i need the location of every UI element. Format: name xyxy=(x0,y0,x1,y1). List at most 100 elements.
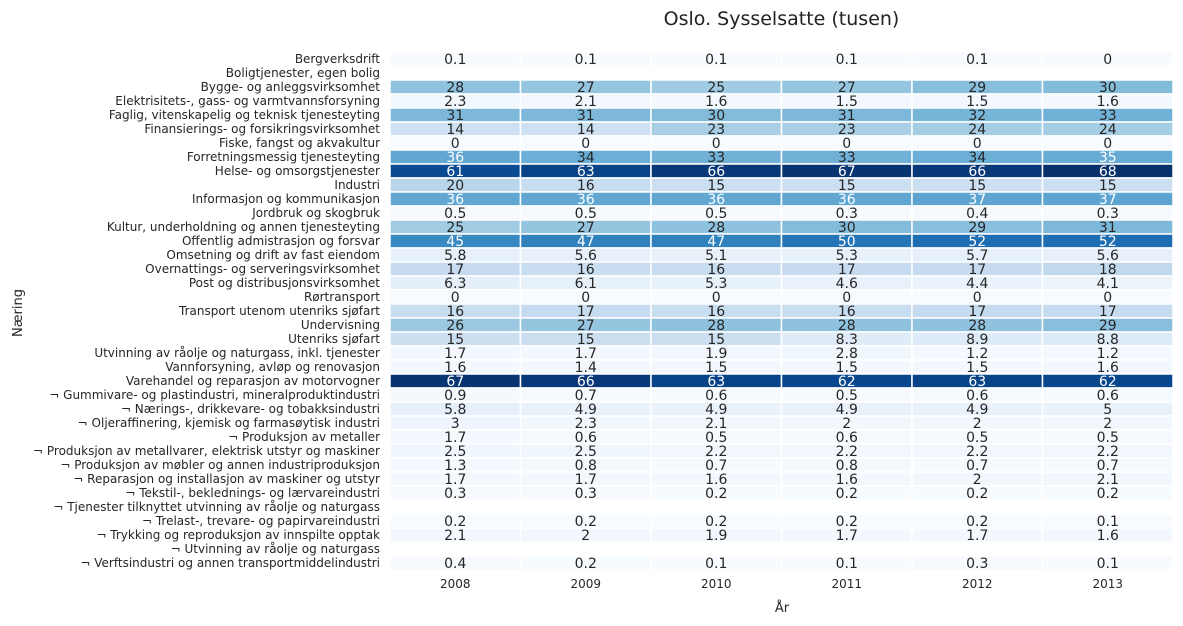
cell-value: 0.6 xyxy=(705,388,727,404)
row-label: Helse- og omsorgstjenester xyxy=(215,164,380,178)
cell-value: 1.7 xyxy=(966,528,988,544)
cell-value: 31 xyxy=(1099,220,1117,236)
row-label: ¬ Gummivare- og plastindustri, mineralpr… xyxy=(49,388,380,402)
cell-value: 0.6 xyxy=(575,430,597,446)
cell-value: 0.1 xyxy=(966,52,988,68)
cell-value: 0.3 xyxy=(966,556,988,572)
row-label: Undervisning xyxy=(301,318,380,332)
y-axis-label: Næring xyxy=(11,289,26,337)
heatmap-cells: 0.1 0.1 0.1 0.1 0.1 028 27 25 27 29 302.3 2.1 1.6 1.5… xyxy=(389,51,1174,572)
heatmap-cell xyxy=(1041,485,1174,501)
cell-value: 37 xyxy=(1099,192,1117,208)
row-label: ¬ Utvinning av råolje og naturgass xyxy=(171,542,380,556)
cell-value: 30 xyxy=(1099,80,1117,96)
cell-value: 34 xyxy=(577,150,595,166)
cell-value: 0.7 xyxy=(966,458,988,474)
row-label: Bergverksdrift xyxy=(295,52,380,66)
cell-value: 0.4 xyxy=(444,556,466,572)
cell-value: 18 xyxy=(1099,262,1117,278)
row-label: Elektrisitets-, gass- og varmtvannsforsy… xyxy=(115,94,380,108)
cell-value: 17 xyxy=(968,304,986,320)
row-label: Boligtjenester, egen bolig xyxy=(226,66,380,80)
row-label: ¬ Trykking og reproduksjon av innspilte … xyxy=(96,528,380,542)
cell-value: 1.7 xyxy=(575,472,597,488)
cell-value: 4.9 xyxy=(836,402,858,418)
cell-value: 5.6 xyxy=(1097,248,1119,264)
cell-value: 0.6 xyxy=(836,430,858,446)
cell-value: 5.3 xyxy=(836,248,858,264)
row-label: ¬ Verftsindustri og annen transportmidde… xyxy=(80,556,380,570)
row-label: Utenriks sjøfart xyxy=(288,332,380,346)
heatmap-cell xyxy=(1041,555,1174,571)
cell-value: 28 xyxy=(446,80,464,96)
cell-value: 17 xyxy=(577,304,595,320)
cell-value: 4.9 xyxy=(705,402,727,418)
cell-value: 5.6 xyxy=(575,248,597,264)
cell-value: 16 xyxy=(707,262,725,278)
cell-value: 14 xyxy=(446,122,464,138)
cell-value: 0.3 xyxy=(575,486,597,502)
cell-value: 16 xyxy=(446,304,464,320)
cell-value: 2.2 xyxy=(705,444,727,460)
cell-value: 1.2 xyxy=(966,346,988,362)
cell-value: 15 xyxy=(707,332,725,348)
row-label: ¬ Reparasjon og installasjon av maskiner… xyxy=(73,472,380,486)
cell-value: 5.1 xyxy=(705,248,727,264)
cell-value: 2.8 xyxy=(836,346,858,362)
cell-value: 4.9 xyxy=(966,402,988,418)
cell-value: 0 xyxy=(712,136,721,152)
cell-value: 62 xyxy=(838,374,856,390)
cell-value: 0 xyxy=(451,290,460,306)
row-label: Fiske, fangst og akvakultur xyxy=(219,136,380,150)
cell-value: 1.5 xyxy=(836,94,858,110)
cell-value: 0 xyxy=(842,290,851,306)
cell-value: 0.4 xyxy=(966,206,988,222)
cell-value: 6.1 xyxy=(575,276,597,292)
cell-value: 27 xyxy=(577,80,595,96)
cell-value: 0.2 xyxy=(966,514,988,530)
cell-value: 28 xyxy=(838,318,856,334)
cell-value: 0.2 xyxy=(966,486,988,502)
cell-value: 2.1 xyxy=(1097,472,1119,488)
cell-value: 2.5 xyxy=(444,444,466,460)
cell-value: 30 xyxy=(838,220,856,236)
cell-value: 47 xyxy=(707,234,725,250)
cell-value: 33 xyxy=(838,150,856,166)
cell-value: 36 xyxy=(838,192,856,208)
cell-value: 16 xyxy=(577,262,595,278)
cell-value: 17 xyxy=(446,262,464,278)
row-label: Transport utenom utenriks sjøfart xyxy=(178,304,380,318)
row-label: Jordbruk og skogbruk xyxy=(251,206,380,220)
row-label: ¬ Oljeraffinering, kjemisk og farmasøyti… xyxy=(78,416,380,430)
row-label: ¬ Produksjon av metaller xyxy=(228,430,380,444)
row-label: Kultur, underholdning og annen tjenestey… xyxy=(107,220,380,234)
column-label: 2010 xyxy=(701,577,732,591)
cell-value: 52 xyxy=(1099,234,1117,250)
cell-value: 0.3 xyxy=(1097,206,1119,222)
cell-value: 61 xyxy=(446,164,464,180)
cell-value: 1.5 xyxy=(836,360,858,376)
cell-value: 5.7 xyxy=(966,248,988,264)
column-label: 2012 xyxy=(962,577,993,591)
cell-value: 0.1 xyxy=(1097,514,1119,530)
cell-value: 0.5 xyxy=(444,206,466,222)
row-label: ¬ Produksjon av møbler og annen industri… xyxy=(60,458,380,472)
cell-value: 52 xyxy=(968,234,986,250)
cell-value: 2.1 xyxy=(575,94,597,110)
cell-value: 8.8 xyxy=(1097,332,1119,348)
cell-value: 36 xyxy=(707,192,725,208)
cell-value: 30 xyxy=(707,108,725,124)
row-label: Post og distribusjonsvirksomhet xyxy=(189,276,380,290)
cell-value: 3 xyxy=(451,416,460,432)
cell-value: 2 xyxy=(1103,416,1112,432)
cell-value: 1.6 xyxy=(1097,528,1119,544)
row-label: Industri xyxy=(334,178,380,192)
cell-value: 8.3 xyxy=(836,332,858,348)
cell-value: 15 xyxy=(968,178,986,194)
cell-value: 34 xyxy=(968,150,986,166)
cell-value: 0.2 xyxy=(444,514,466,530)
cell-value: 0 xyxy=(581,290,590,306)
cell-value: 0.1 xyxy=(705,556,727,572)
cell-value: 16 xyxy=(577,178,595,194)
cell-value: 67 xyxy=(838,164,856,180)
